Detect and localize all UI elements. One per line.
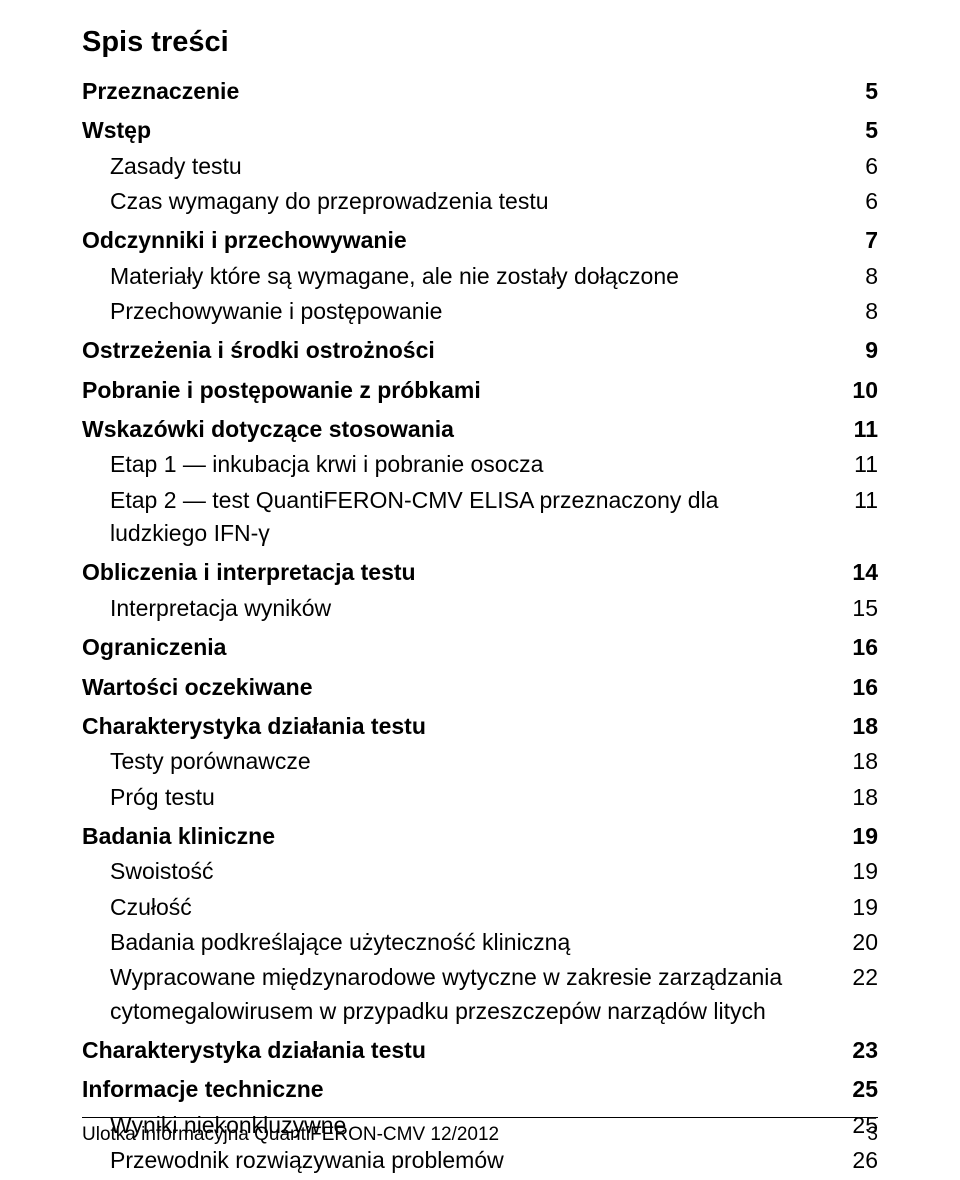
- toc-page-number: 11: [840, 484, 878, 517]
- toc-page-number: 9: [840, 334, 878, 367]
- toc-page-number: 18: [840, 781, 878, 814]
- toc-label: Badania kliniczne: [82, 820, 840, 853]
- toc-label: Odczynniki i przechowywanie: [82, 224, 840, 257]
- toc-label: Przechowywanie i postępowanie: [110, 295, 840, 328]
- toc-row: Materiały które są wymagane, ale nie zos…: [82, 260, 878, 293]
- toc-page-number: 20: [840, 926, 878, 959]
- page: Spis treści Przeznaczenie5Wstęp5Zasady t…: [0, 0, 960, 1180]
- toc-label: Testy porównawcze: [110, 745, 840, 778]
- footer-text: Ulotka informacyjna QuantiFERON-CMV 12/2…: [82, 1124, 499, 1146]
- toc-page-number: 18: [840, 710, 878, 743]
- toc-label: Przeznaczenie: [82, 75, 840, 108]
- toc-label: Etap 2 — test QuantiFERON-CMV ELISA prze…: [110, 484, 840, 551]
- toc-label: Informacje techniczne: [82, 1073, 840, 1106]
- toc-row: Badania podkreślające użyteczność klinic…: [82, 926, 878, 959]
- toc-page-number: 10: [840, 374, 878, 407]
- toc-page-number: 19: [840, 820, 878, 853]
- toc-page-number: 26: [840, 1144, 878, 1177]
- toc-label: Pobranie i postępowanie z próbkami: [82, 374, 840, 407]
- toc-page-number: 15: [840, 592, 878, 625]
- toc-label: Wstęp: [82, 114, 840, 147]
- toc-page-number: 16: [840, 671, 878, 704]
- toc-page-number: 19: [840, 891, 878, 924]
- toc-label: Wskazówki dotyczące stosowania: [82, 413, 840, 446]
- toc-page-number: 19: [840, 855, 878, 888]
- toc-page-number: 22: [840, 961, 878, 994]
- toc-row: Etap 2 — test QuantiFERON-CMV ELISA prze…: [82, 484, 878, 551]
- toc-label: Swoistość: [110, 855, 840, 888]
- toc-page-number: 16: [840, 631, 878, 664]
- toc-page-number: 11: [840, 448, 878, 481]
- toc-label: Przewodnik rozwiązywania problemów: [110, 1144, 840, 1177]
- toc-row: Przechowywanie i postępowanie8: [82, 295, 878, 328]
- toc-label: Materiały które są wymagane, ale nie zos…: [110, 260, 840, 293]
- toc-row: Charakterystyka działania testu23: [82, 1034, 878, 1067]
- toc-label: Badania podkreślające użyteczność klinic…: [110, 926, 840, 959]
- toc-page-number: 6: [840, 185, 878, 218]
- toc-label: Wypracowane międzynarodowe wytyczne w za…: [110, 961, 840, 1028]
- toc-page-number: 7: [840, 224, 878, 257]
- toc-page-number: 18: [840, 745, 878, 778]
- toc-label: Próg testu: [110, 781, 840, 814]
- footer-page-number: 3: [867, 1124, 878, 1146]
- toc-row: Ostrzeżenia i środki ostrożności9: [82, 334, 878, 367]
- toc-row: Przeznaczenie5: [82, 75, 878, 108]
- toc-row: Przewodnik rozwiązywania problemów26: [82, 1144, 878, 1177]
- toc-row: Odczynniki i przechowywanie7: [82, 224, 878, 257]
- toc-list: Przeznaczenie5Wstęp5Zasady testu6Czas wy…: [82, 75, 878, 1177]
- toc-page-number: 8: [840, 260, 878, 293]
- toc-page-number: 5: [840, 114, 878, 147]
- toc-row: Pobranie i postępowanie z próbkami10: [82, 374, 878, 407]
- toc-row: Wstęp5: [82, 114, 878, 147]
- toc-row: Wartości oczekiwane16: [82, 671, 878, 704]
- toc-page-number: 8: [840, 295, 878, 328]
- toc-label: Zasady testu: [110, 150, 840, 183]
- toc-row: Swoistość19: [82, 855, 878, 888]
- toc-label: Etap 1 — inkubacja krwi i pobranie osocz…: [110, 448, 840, 481]
- toc-row: Charakterystyka działania testu18: [82, 710, 878, 743]
- toc-label: Charakterystyka działania testu: [82, 1034, 840, 1067]
- toc-row: Czas wymagany do przeprowadzenia testu6: [82, 185, 878, 218]
- toc-label: Interpretacja wyników: [110, 592, 840, 625]
- toc-row: Zasady testu6: [82, 150, 878, 183]
- toc-label: Obliczenia i interpretacja testu: [82, 556, 840, 589]
- toc-row: Informacje techniczne25: [82, 1073, 878, 1106]
- toc-row: Wypracowane międzynarodowe wytyczne w za…: [82, 961, 878, 1028]
- toc-page-number: 14: [840, 556, 878, 589]
- toc-row: Etap 1 — inkubacja krwi i pobranie osocz…: [82, 448, 878, 481]
- toc-title: Spis treści: [82, 26, 878, 59]
- toc-row: Obliczenia i interpretacja testu14: [82, 556, 878, 589]
- toc-row: Próg testu18: [82, 781, 878, 814]
- toc-row: Wskazówki dotyczące stosowania11: [82, 413, 878, 446]
- toc-page-number: 25: [840, 1073, 878, 1106]
- toc-row: Ograniczenia16: [82, 631, 878, 664]
- toc-label: Czas wymagany do przeprowadzenia testu: [110, 185, 840, 218]
- toc-page-number: 11: [840, 413, 878, 446]
- toc-label: Charakterystyka działania testu: [82, 710, 840, 743]
- toc-row: Testy porównawcze18: [82, 745, 878, 778]
- toc-page-number: 23: [840, 1034, 878, 1067]
- footer: Ulotka informacyjna QuantiFERON-CMV 12/2…: [82, 1117, 878, 1146]
- toc-row: Czułość19: [82, 891, 878, 924]
- toc-label: Ograniczenia: [82, 631, 840, 664]
- toc-label: Czułość: [110, 891, 840, 924]
- toc-label: Wartości oczekiwane: [82, 671, 840, 704]
- toc-label: Ostrzeżenia i środki ostrożności: [82, 334, 840, 367]
- toc-row: Badania kliniczne19: [82, 820, 878, 853]
- toc-row: Interpretacja wyników15: [82, 592, 878, 625]
- toc-page-number: 6: [840, 150, 878, 183]
- toc-page-number: 5: [840, 75, 878, 108]
